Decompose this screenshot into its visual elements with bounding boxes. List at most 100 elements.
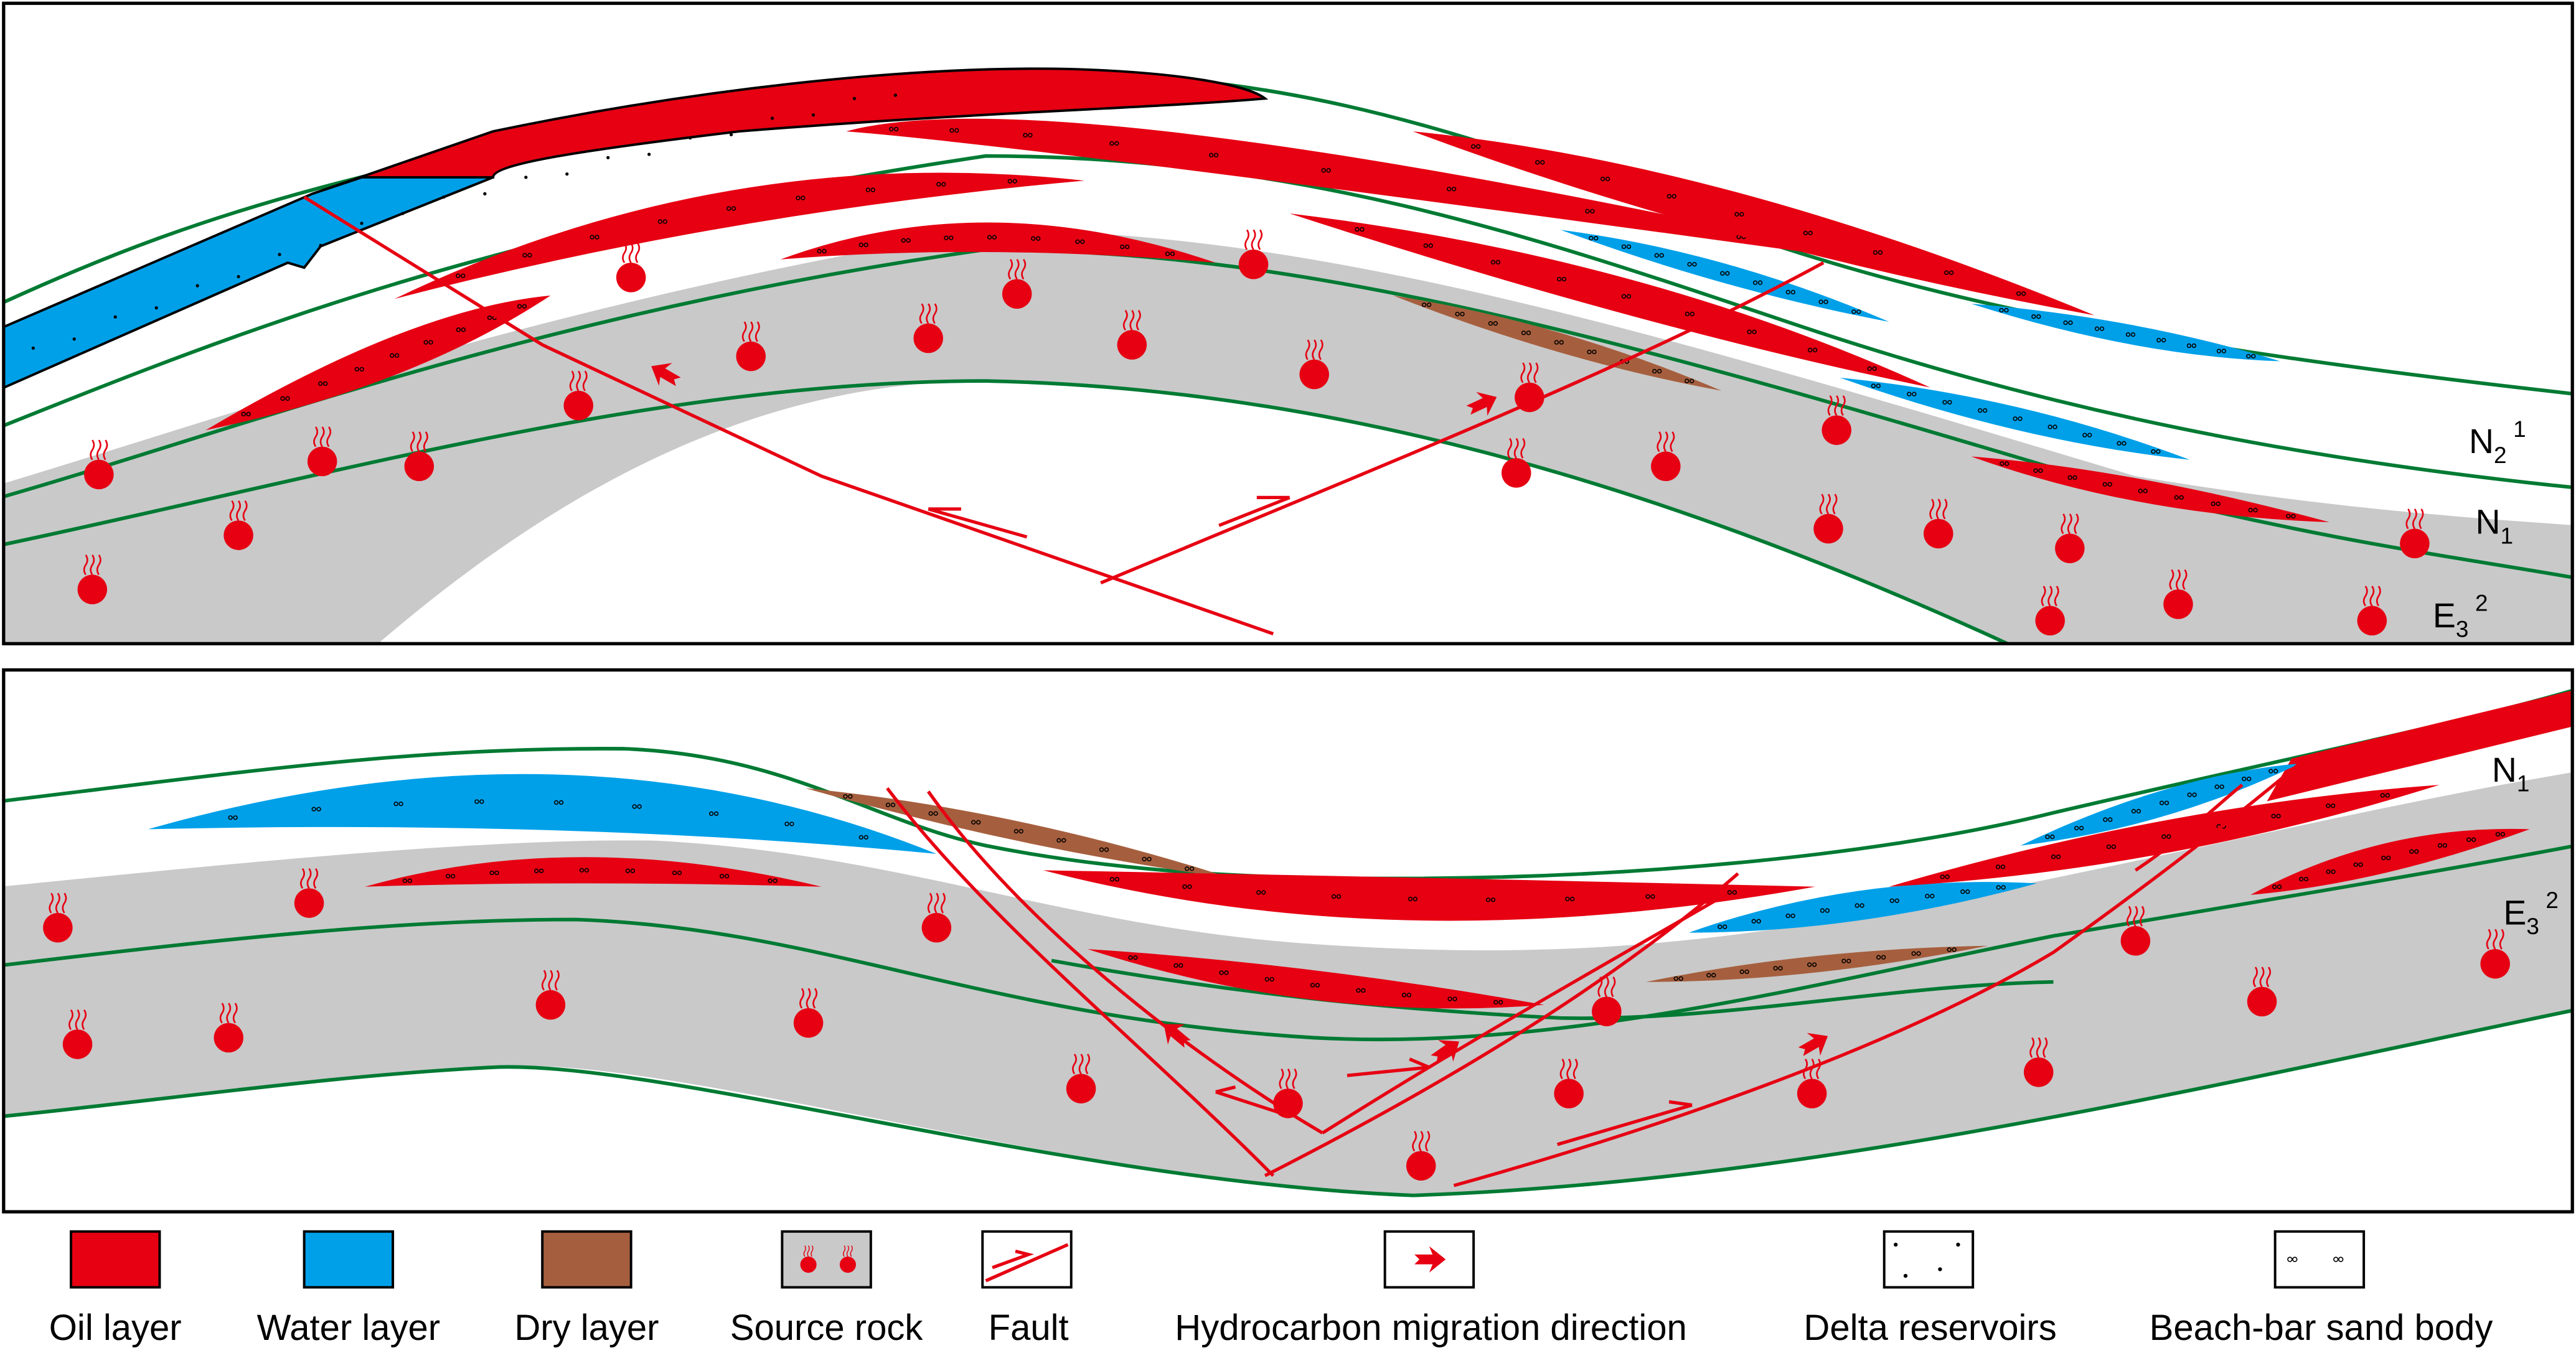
- beach-bar-circle: [2079, 825, 2084, 831]
- delta-dot: [852, 96, 857, 100]
- beach-bar-circle: [1590, 208, 1595, 214]
- source-rock-icon: [1592, 976, 1622, 1026]
- beach-bar-circle: [2253, 507, 2258, 513]
- source-rock-icon: [1238, 229, 1269, 279]
- hydrocarbon-migration-arrow: [1414, 1246, 1446, 1273]
- beach-bar-circle: [662, 219, 667, 224]
- fault: [1100, 261, 1825, 585]
- beach-bar-circle: [2131, 808, 2136, 814]
- horizon-line: [3, 248, 2573, 579]
- beach-bar-circle: [2159, 800, 2165, 805]
- beach-bar-circle: [1778, 966, 1783, 971]
- source-rock-icon: [62, 1009, 93, 1059]
- beach-bar-circle: [726, 206, 731, 211]
- beach-bar-circle: [2138, 489, 2143, 494]
- beach-bar-circle: [1907, 391, 1912, 396]
- delta-dot: [237, 274, 240, 279]
- source-rock-icon: [214, 1003, 244, 1053]
- source-rock-icon: [1406, 1131, 1436, 1181]
- beach-bar-circle: [2326, 803, 2331, 808]
- beach-bar-circle: [865, 187, 871, 192]
- beach-bar-circle: [359, 367, 364, 372]
- beach-bar-circle: [1036, 236, 1041, 241]
- beach-bar-circle: [2136, 808, 2141, 814]
- source-rock-icon: [1813, 494, 1843, 544]
- hydrocarbon-migration-arrow: [1431, 1040, 1459, 1064]
- oil-layer: [1088, 948, 1544, 1009]
- beach-bar-circle: [1846, 958, 1851, 963]
- beach-bar-circle: [1854, 903, 1859, 908]
- source-rock-icon: [1822, 395, 1851, 445]
- beach-bar-circle: [1080, 239, 1085, 245]
- beach-bar-circle: [992, 235, 997, 240]
- beach-bar-circle: [1823, 299, 1828, 304]
- oil-layer-swatch: [70, 1230, 161, 1289]
- beach-bar-circle: [1406, 993, 1412, 998]
- white-anticline-core: [378, 381, 2008, 644]
- source-rock-icon: [2357, 586, 2387, 636]
- beach-bar-circle: [2063, 320, 2068, 325]
- beach-bar-circle: [2052, 424, 2057, 429]
- beach-bar-circle: [1452, 996, 1457, 1001]
- beach-bar-circle: [2219, 784, 2224, 789]
- beach-bar-circle: [1706, 973, 1711, 978]
- delta-dot: [729, 133, 733, 136]
- beach-bar-circle: [1727, 890, 1732, 895]
- beach-bar-circle: [1744, 969, 1749, 975]
- source-rock-icon: [535, 970, 566, 1020]
- oil-layer: [780, 222, 1216, 263]
- beach-bar-circle: [975, 820, 981, 825]
- beach-bar-circle: [784, 822, 789, 826]
- beach-bar-circle: [2103, 817, 2108, 822]
- beach-bar-circle: [1689, 378, 1695, 383]
- beach-bar-circle: [527, 253, 532, 258]
- water-layer: [1560, 230, 1889, 322]
- beach-bar-circle: [817, 248, 822, 254]
- beach-bar-circle: [241, 411, 246, 417]
- beach-bar-circle: [1592, 349, 1597, 355]
- beach-bar-circle: [1125, 244, 1130, 250]
- beach-bar-circle: [625, 868, 631, 874]
- beach-bar-circle: [558, 800, 564, 805]
- beach-bar-circle: [1485, 897, 1491, 902]
- beach-bar-circle: [657, 219, 663, 224]
- beach-bar-circle: [584, 868, 590, 873]
- beach-bar-circle: [1621, 294, 1627, 299]
- beach-bar-circle: [1421, 302, 1427, 307]
- beach-bar-circle: [2151, 449, 2156, 454]
- beach-bar-circle: [595, 235, 599, 240]
- beach-bar-circle: [487, 315, 492, 321]
- oil-layer: [2267, 690, 2573, 802]
- beach-bar-circle: [1535, 160, 1540, 165]
- source-rock-icon: [223, 500, 253, 550]
- beach-bar-circle: [1493, 321, 1498, 326]
- beach-bar-circle: [2380, 793, 2386, 798]
- source-rock-icon: [2247, 967, 2277, 1017]
- beach-bar-circle: [1185, 866, 1190, 871]
- beach-bar-circle: [1812, 347, 1818, 353]
- beach-bar-circle: [2001, 885, 2006, 890]
- source-rock-icon: [616, 242, 646, 293]
- source-rock-icon: [1002, 259, 1032, 309]
- beach-bar-circle: [1757, 280, 1763, 285]
- beach-bar-circle: [2251, 353, 2256, 359]
- beach-bar-circle: [2000, 864, 2006, 869]
- source-rock-icon: [77, 555, 108, 604]
- beach-bar-circle: [2331, 803, 2336, 808]
- source-rock-icon: [1273, 1068, 1303, 1118]
- beach-bar-circle: [1878, 250, 1883, 255]
- stratum-label: N1: [2492, 751, 2530, 797]
- beach-bar-circle: [456, 327, 461, 332]
- top-cross-section: N21 N1 E32: [3, 67, 2573, 644]
- oil-layer: [365, 857, 822, 887]
- beach-bar-circle: [1428, 243, 1433, 248]
- beach-bar-circle: [1133, 955, 1138, 960]
- beach-bar-circle: [1264, 976, 1269, 982]
- beach-bar-circle: [1336, 894, 1342, 899]
- dry-layer: [1646, 945, 1988, 982]
- beach-bar-circle: [863, 242, 868, 248]
- beach-bar-circle: [1785, 289, 1791, 295]
- beach-bar-circle: [2033, 468, 2038, 473]
